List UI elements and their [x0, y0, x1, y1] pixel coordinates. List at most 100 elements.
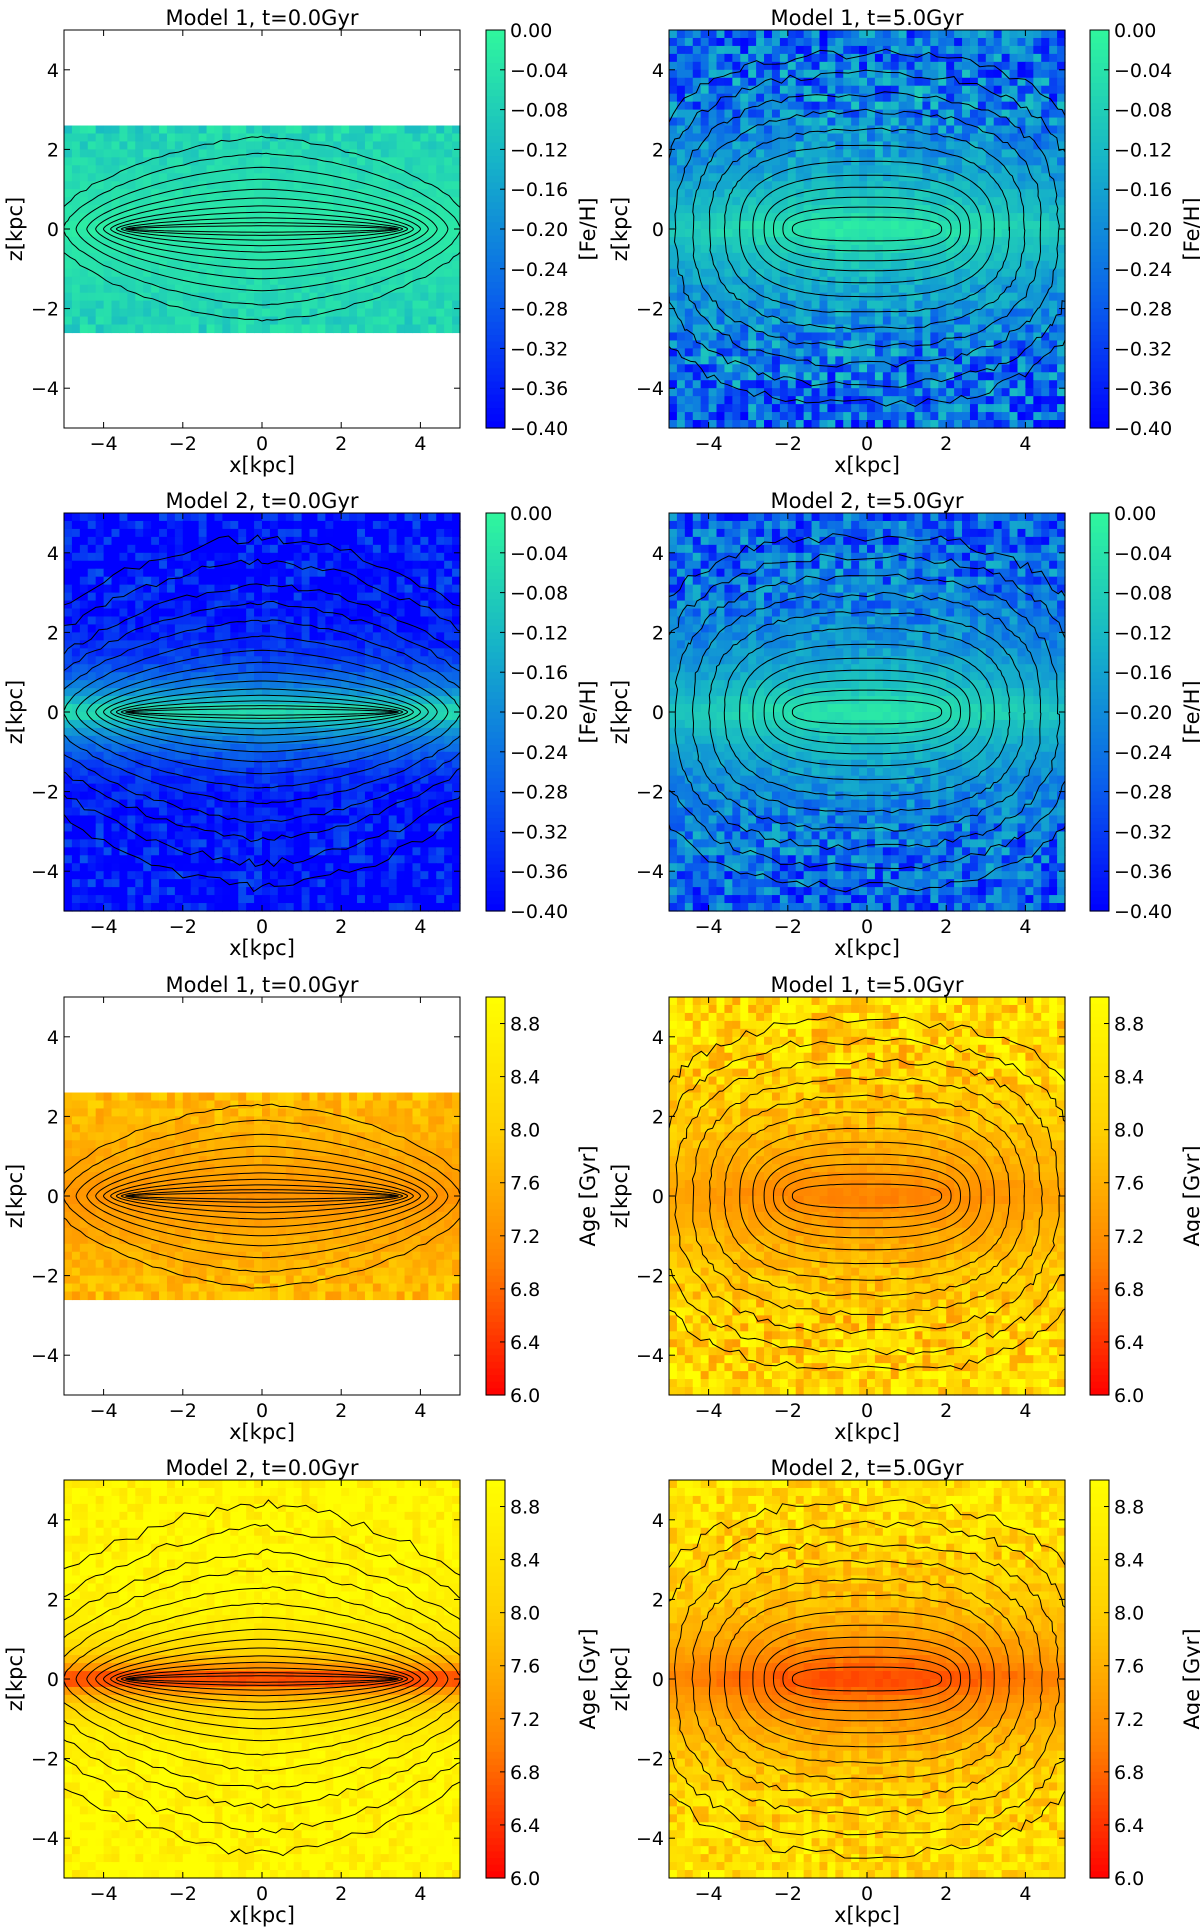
- colorbar-segment: [1090, 43, 1109, 50]
- heatmap-cell: [278, 133, 287, 142]
- heatmap-cell: [772, 173, 781, 182]
- heatmap-cell: [167, 585, 176, 594]
- heatmap-cell: [851, 364, 860, 373]
- heatmap-cell: [986, 372, 995, 381]
- heatmap-cell: [104, 149, 113, 158]
- heatmap-cell: [1025, 189, 1034, 198]
- heatmap-cell: [286, 213, 295, 222]
- colorbar-segment: [1090, 30, 1109, 37]
- heatmap-cell: [246, 126, 255, 135]
- heatmap-cell: [294, 245, 303, 254]
- heatmap-cell: [915, 372, 924, 381]
- heatmap-cell: [732, 102, 741, 111]
- heatmap-cell: [669, 380, 678, 389]
- heatmap-cell: [717, 412, 726, 421]
- heatmap-cell: [740, 141, 749, 150]
- heatmap-cell: [907, 317, 916, 326]
- heatmap-cell: [764, 165, 773, 174]
- heatmap-cell: [788, 404, 797, 413]
- heatmap-cell: [325, 585, 334, 594]
- heatmap-cell: [1033, 317, 1042, 326]
- heatmap-cell: [365, 609, 374, 618]
- heatmap-cell: [1033, 380, 1042, 389]
- heatmap-cell: [64, 561, 73, 570]
- heatmap-cell: [669, 213, 678, 222]
- heatmap-cell: [693, 54, 702, 63]
- heatmap-cell: [333, 616, 342, 625]
- heatmap-cell: [1025, 356, 1034, 365]
- heatmap-cell: [1041, 245, 1050, 254]
- heatmap-cell: [88, 537, 97, 546]
- heatmap-cell: [1002, 380, 1011, 389]
- heatmap-cell: [1010, 293, 1019, 302]
- heatmap-cell: [994, 420, 1003, 429]
- heatmap-cell: [405, 601, 414, 610]
- heatmap-cell: [238, 616, 247, 625]
- heatmap-cell: [175, 317, 184, 326]
- heatmap-cell: [72, 545, 81, 554]
- heatmap-cell: [405, 325, 414, 334]
- heatmap-cell: [286, 309, 295, 318]
- heatmap-cell: [167, 513, 176, 522]
- heatmap-cell: [112, 609, 121, 618]
- heatmap-cell: [930, 102, 939, 111]
- heatmap-cell: [899, 173, 908, 182]
- heatmap-cell: [1033, 126, 1042, 135]
- heatmap-cell: [286, 325, 295, 334]
- heatmap-cell: [978, 380, 987, 389]
- heatmap-cell: [357, 545, 366, 554]
- heatmap-cell: [1041, 309, 1050, 318]
- heatmap-cell: [88, 577, 97, 586]
- heatmap-cell: [978, 118, 987, 127]
- heatmap-cell: [859, 38, 868, 47]
- heatmap-cell: [80, 553, 89, 562]
- heatmap-cell: [1049, 293, 1058, 302]
- heatmap-cell: [119, 577, 128, 586]
- heatmap-cell: [685, 221, 694, 230]
- heatmap-cell: [954, 285, 963, 294]
- heatmap-cell: [64, 553, 73, 562]
- heatmap-cell: [412, 269, 421, 278]
- heatmap-cell: [907, 165, 916, 174]
- heatmap-cell: [302, 277, 311, 286]
- heatmap-cell: [804, 285, 813, 294]
- heatmap-cell: [867, 388, 876, 397]
- heatmap-cell: [381, 616, 390, 625]
- heatmap-cell: [207, 545, 216, 554]
- heatmap-cell: [207, 325, 216, 334]
- heatmap-cell: [1010, 70, 1019, 79]
- heatmap-cell: [1025, 102, 1034, 111]
- heatmap-cell: [740, 94, 749, 103]
- heatmap-cell: [207, 277, 216, 286]
- heatmap-cell: [254, 157, 263, 166]
- heatmap-cell: [310, 317, 319, 326]
- heatmap-cell: [946, 309, 955, 318]
- heatmap-cell: [420, 561, 429, 570]
- heatmap-cell: [294, 317, 303, 326]
- heatmap-cell: [922, 404, 931, 413]
- heatmap-cell: [214, 189, 223, 198]
- heatmap-cell: [127, 133, 136, 142]
- heatmap-cell: [238, 553, 247, 562]
- heatmap-cell: [669, 46, 678, 55]
- heatmap-cell: [915, 364, 924, 373]
- heatmap-cell: [819, 301, 828, 310]
- heatmap-cell: [978, 364, 987, 373]
- heatmap-cell: [151, 285, 160, 294]
- heatmap-cell: [207, 309, 216, 318]
- heatmap-cell: [405, 317, 414, 326]
- heatmap-cell: [127, 293, 136, 302]
- heatmap-cell: [1025, 237, 1034, 246]
- heatmap-cell: [119, 133, 128, 142]
- heatmap-cell: [986, 396, 995, 405]
- heatmap-cell: [859, 404, 868, 413]
- heatmap-cell: [859, 372, 868, 381]
- heatmap-cell: [717, 149, 726, 158]
- heatmap-cell: [199, 569, 208, 578]
- heatmap-cell: [930, 420, 939, 429]
- heatmap-cell: [341, 317, 350, 326]
- heatmap-cell: [1025, 46, 1034, 55]
- heatmap-cell: [104, 126, 113, 135]
- heatmap-cell: [748, 404, 757, 413]
- colorbar-tick-label: −0.08: [1114, 100, 1172, 122]
